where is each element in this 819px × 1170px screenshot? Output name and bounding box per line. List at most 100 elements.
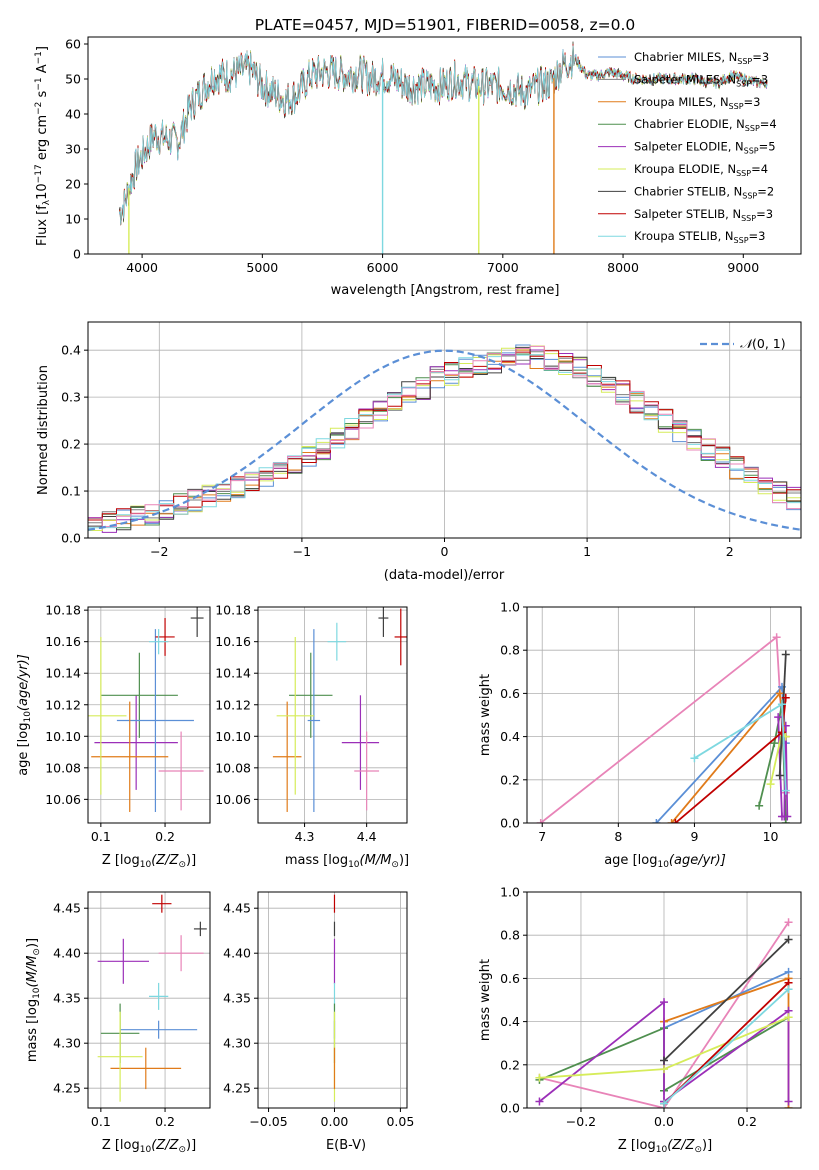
legend-entry: Chabrier MILES, NSSP=3 [634,50,769,66]
weight-line [663,988,790,1105]
axes-frame [257,606,408,824]
y-tick-label: 10.14 [215,666,251,681]
legend-entry: Chabrier STELIB, NSSP=2 [634,184,774,200]
spectrum-ylabel: Flux [fλ10−17 erg cm−2 s−1 A−1] [34,46,52,246]
weight-marker [784,935,793,944]
legend-entry: Kroupa MILES, NSSP=3 [634,95,760,111]
weight-marker [781,786,790,795]
plot-area [88,607,204,812]
y-tick-label: 10.10 [45,729,81,744]
weight-marker [772,633,781,642]
plot-area [535,918,793,1108]
legend-entry: Salpeter MILES, NSSP=3 [634,72,768,88]
plot-area [97,894,207,1102]
plot-area [118,41,768,254]
weight-marker [777,700,786,709]
y-tick-label: 10.08 [215,760,251,775]
chart-title: PLATE=0457, MJD=51901, FIBERID=0058, z=0… [255,16,636,34]
y-tick-label: 4.35 [53,991,81,1006]
spectrum-legend: Chabrier MILES, NSSP=3 Salpeter MILES, NS… [598,50,777,245]
legend-entry: Chabrier ELODIE, NSSP=4 [634,117,777,133]
y-tick-label: 0.8 [500,643,520,658]
y-tick-label: 0.0 [500,1101,520,1116]
axes-frame [87,36,802,255]
gaussian-curve [88,349,801,531]
x-tick-label: 1 [583,544,591,559]
legend-entry: 𝒩(0, 1) [740,336,786,351]
weight-marker [783,812,792,821]
axes-frame [257,891,408,1109]
weight-marker [535,1097,544,1106]
axes-frame [526,606,802,824]
y-tick-label: 0.3 [61,390,81,405]
plot-area [272,607,407,812]
weight-vs-z-xlabel: Z [log10(Z/Z⊙)] [618,1138,712,1155]
weight-marker [784,918,793,927]
legend-entry: Kroupa STELIB, NSSP=3 [634,229,765,245]
axes-frame [87,891,211,1109]
y-tick-label: 0.2 [61,437,81,452]
x-tick-label: 4000 [126,260,158,275]
y-tick-label: 50 [65,72,81,87]
x-tick-label: 0.1 [91,829,111,844]
x-tick-label: 5000 [246,260,278,275]
y-tick-label: 10.08 [45,760,81,775]
weight-marker [690,754,699,763]
weight-marker [784,1013,793,1022]
legend-entry: Kroupa ELODIE, NSSP=4 [634,162,768,178]
x-tick-label: 0 [441,544,449,559]
y-tick-label: 0.2 [500,772,520,787]
y-tick-label: 10.18 [215,603,251,618]
mass-vs-z-ylabel: mass [log10(M/M⊙)] [25,938,42,1062]
age-vs-mass-xlabel: mass [log10(M/M⊙)] [285,853,409,870]
weight-marker [667,819,676,823]
age-vs-z-panel: 0.1 0.2 10.06 10.08 10.10 10.12 10.14 10.16 10.1… [45,603,211,844]
y-tick-label: 0.0 [61,531,81,546]
histogram-step [88,345,801,528]
x-tick-label: 9 [690,829,698,844]
weight-marker [784,1097,793,1106]
y-tick-label: 4.30 [223,1036,251,1051]
legend-entry: Salpeter STELIB, NSSP=3 [634,207,773,223]
y-tick-label: 0.4 [500,729,520,744]
weight-vs-age-xlabel: age [log10(age/yr)] [604,853,726,870]
mass-vs-ebv-panel: −0.05 0.00 0.05 4.25 4.30 4.35 4.40 4.45 [223,891,414,1129]
y-tick-label: 30 [65,142,81,157]
y-tick-label: 4.45 [223,901,251,916]
weight-marker [755,801,764,810]
histogram-xlabel: (data-model)/error [384,568,505,583]
weight-marker [774,713,783,722]
x-tick-label: 7000 [487,260,519,275]
weight-marker [766,780,775,789]
x-tick-label: 10 [763,829,779,844]
weight-marker [777,728,786,737]
x-tick-label: −0.2 [566,1114,596,1129]
x-tick-label: 7 [538,829,546,844]
x-tick-label: 8 [614,829,622,844]
spectrum-line [118,45,768,225]
grid-lines [258,607,407,823]
weight-vs-age-panel: 7 8 9 10 0.0 0.2 0.4 0.6 0.8 1.0 [500,600,802,844]
y-tick-label: 0.6 [500,971,520,986]
x-tick-label: −2 [150,544,168,559]
weight-marker [660,1056,668,1065]
y-tick-label: 4.30 [53,1036,81,1051]
y-tick-label: 10.16 [215,634,251,649]
weight-marker [784,985,793,994]
y-tick-label: 60 [65,37,81,52]
age-vs-z-ylabel: age [log10(age/yr)] [16,654,33,776]
y-tick-label: 10.16 [45,634,81,649]
y-tick-label: 4.35 [223,991,251,1006]
weight-marker [660,1065,668,1074]
x-tick-label: 0.0 [654,1114,674,1129]
axes-frame [87,606,211,824]
y-tick-label: 0.2 [500,1057,520,1072]
weight-vs-age-ylabel: mass weight [478,674,493,756]
weight-marker [781,819,790,823]
weight-vs-z-panel: −0.2 0.0 0.2 0.0 0.2 0.4 0.6 0.8 1.0 [500,885,802,1129]
y-tick-label: 4.40 [223,946,251,961]
weight-marker [781,650,790,659]
weight-line [663,938,790,1062]
age-vs-z-xlabel: Z [log10(Z/Z⊙)] [102,853,196,870]
